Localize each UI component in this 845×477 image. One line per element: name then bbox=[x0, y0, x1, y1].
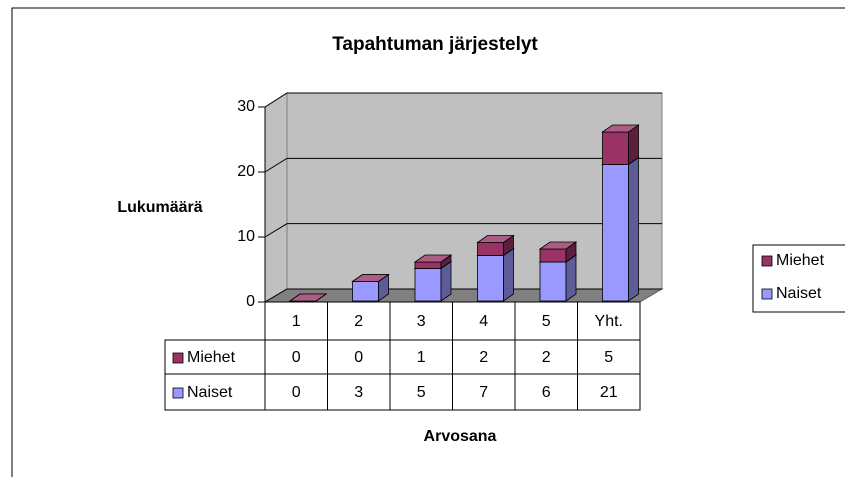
y-tick-label: 0 bbox=[246, 293, 255, 310]
chart-title: Tapahtuman järjestelyt bbox=[332, 34, 538, 55]
bar-front bbox=[602, 131, 629, 165]
bar-top bbox=[476, 235, 515, 243]
table-cell: 6 bbox=[542, 384, 551, 401]
table-cell: 2 bbox=[479, 349, 488, 366]
bar-front bbox=[477, 242, 504, 256]
legend-label: Miehet bbox=[776, 252, 825, 269]
table-cell: 0 bbox=[292, 349, 301, 366]
table-cell: 3 bbox=[354, 384, 363, 401]
bar-side bbox=[628, 156, 639, 302]
bar-top bbox=[351, 274, 390, 282]
y-tick-label: 20 bbox=[237, 163, 255, 180]
bar bbox=[476, 247, 515, 302]
x-tick-label: 1 bbox=[292, 313, 301, 330]
table-cell: 0 bbox=[292, 384, 301, 401]
table-cell: 7 bbox=[479, 384, 488, 401]
side-wall bbox=[264, 92, 288, 303]
grid-line bbox=[264, 92, 662, 108]
x-tick-label: 3 bbox=[417, 313, 426, 330]
bar-side bbox=[503, 247, 514, 302]
table-cell: 2 bbox=[542, 349, 551, 366]
x-tick-label: 4 bbox=[479, 313, 488, 330]
grid-line bbox=[264, 157, 662, 173]
y-axis-label: Lukumäärä bbox=[117, 199, 202, 216]
bar-front bbox=[539, 248, 567, 263]
bar-front bbox=[414, 268, 442, 302]
table-cell: 5 bbox=[604, 349, 613, 366]
legend-key bbox=[761, 288, 773, 300]
x-tick-label: 5 bbox=[542, 313, 551, 330]
bar-front bbox=[602, 164, 629, 302]
bar-top bbox=[288, 293, 328, 302]
table-series-name: Naiset bbox=[187, 384, 233, 401]
bar-front bbox=[352, 281, 379, 302]
grid-line bbox=[264, 288, 662, 303]
table-cell: 1 bbox=[417, 349, 426, 366]
table-legend-key bbox=[172, 387, 184, 399]
bar bbox=[538, 241, 578, 263]
legend-label: Naiset bbox=[776, 285, 822, 302]
bar-top bbox=[413, 254, 453, 263]
bar bbox=[476, 234, 515, 257]
table-cell: 21 bbox=[600, 384, 618, 401]
bar-front bbox=[477, 255, 504, 302]
bar-top bbox=[601, 124, 640, 133]
legend-key bbox=[761, 255, 773, 267]
table-cell: 5 bbox=[417, 384, 426, 401]
y-tick-label: 10 bbox=[237, 228, 255, 245]
bar bbox=[351, 274, 390, 282]
bar bbox=[413, 254, 453, 270]
table-cell: 0 bbox=[354, 349, 363, 366]
bar bbox=[288, 293, 328, 302]
x-tick-label: 2 bbox=[354, 313, 363, 330]
bar-front bbox=[539, 261, 567, 302]
x-tick-label: Yht. bbox=[595, 313, 623, 330]
bar-top bbox=[538, 241, 578, 250]
bar bbox=[601, 156, 640, 302]
grid-line bbox=[264, 223, 662, 238]
x-axis-label: Arvosana bbox=[424, 428, 497, 445]
bar-side bbox=[565, 254, 577, 302]
table-series-name: Miehet bbox=[187, 349, 236, 366]
table-legend-key bbox=[172, 352, 184, 364]
bar-front bbox=[414, 261, 442, 269]
bar bbox=[601, 124, 640, 166]
y-tick-label: 30 bbox=[237, 98, 255, 115]
